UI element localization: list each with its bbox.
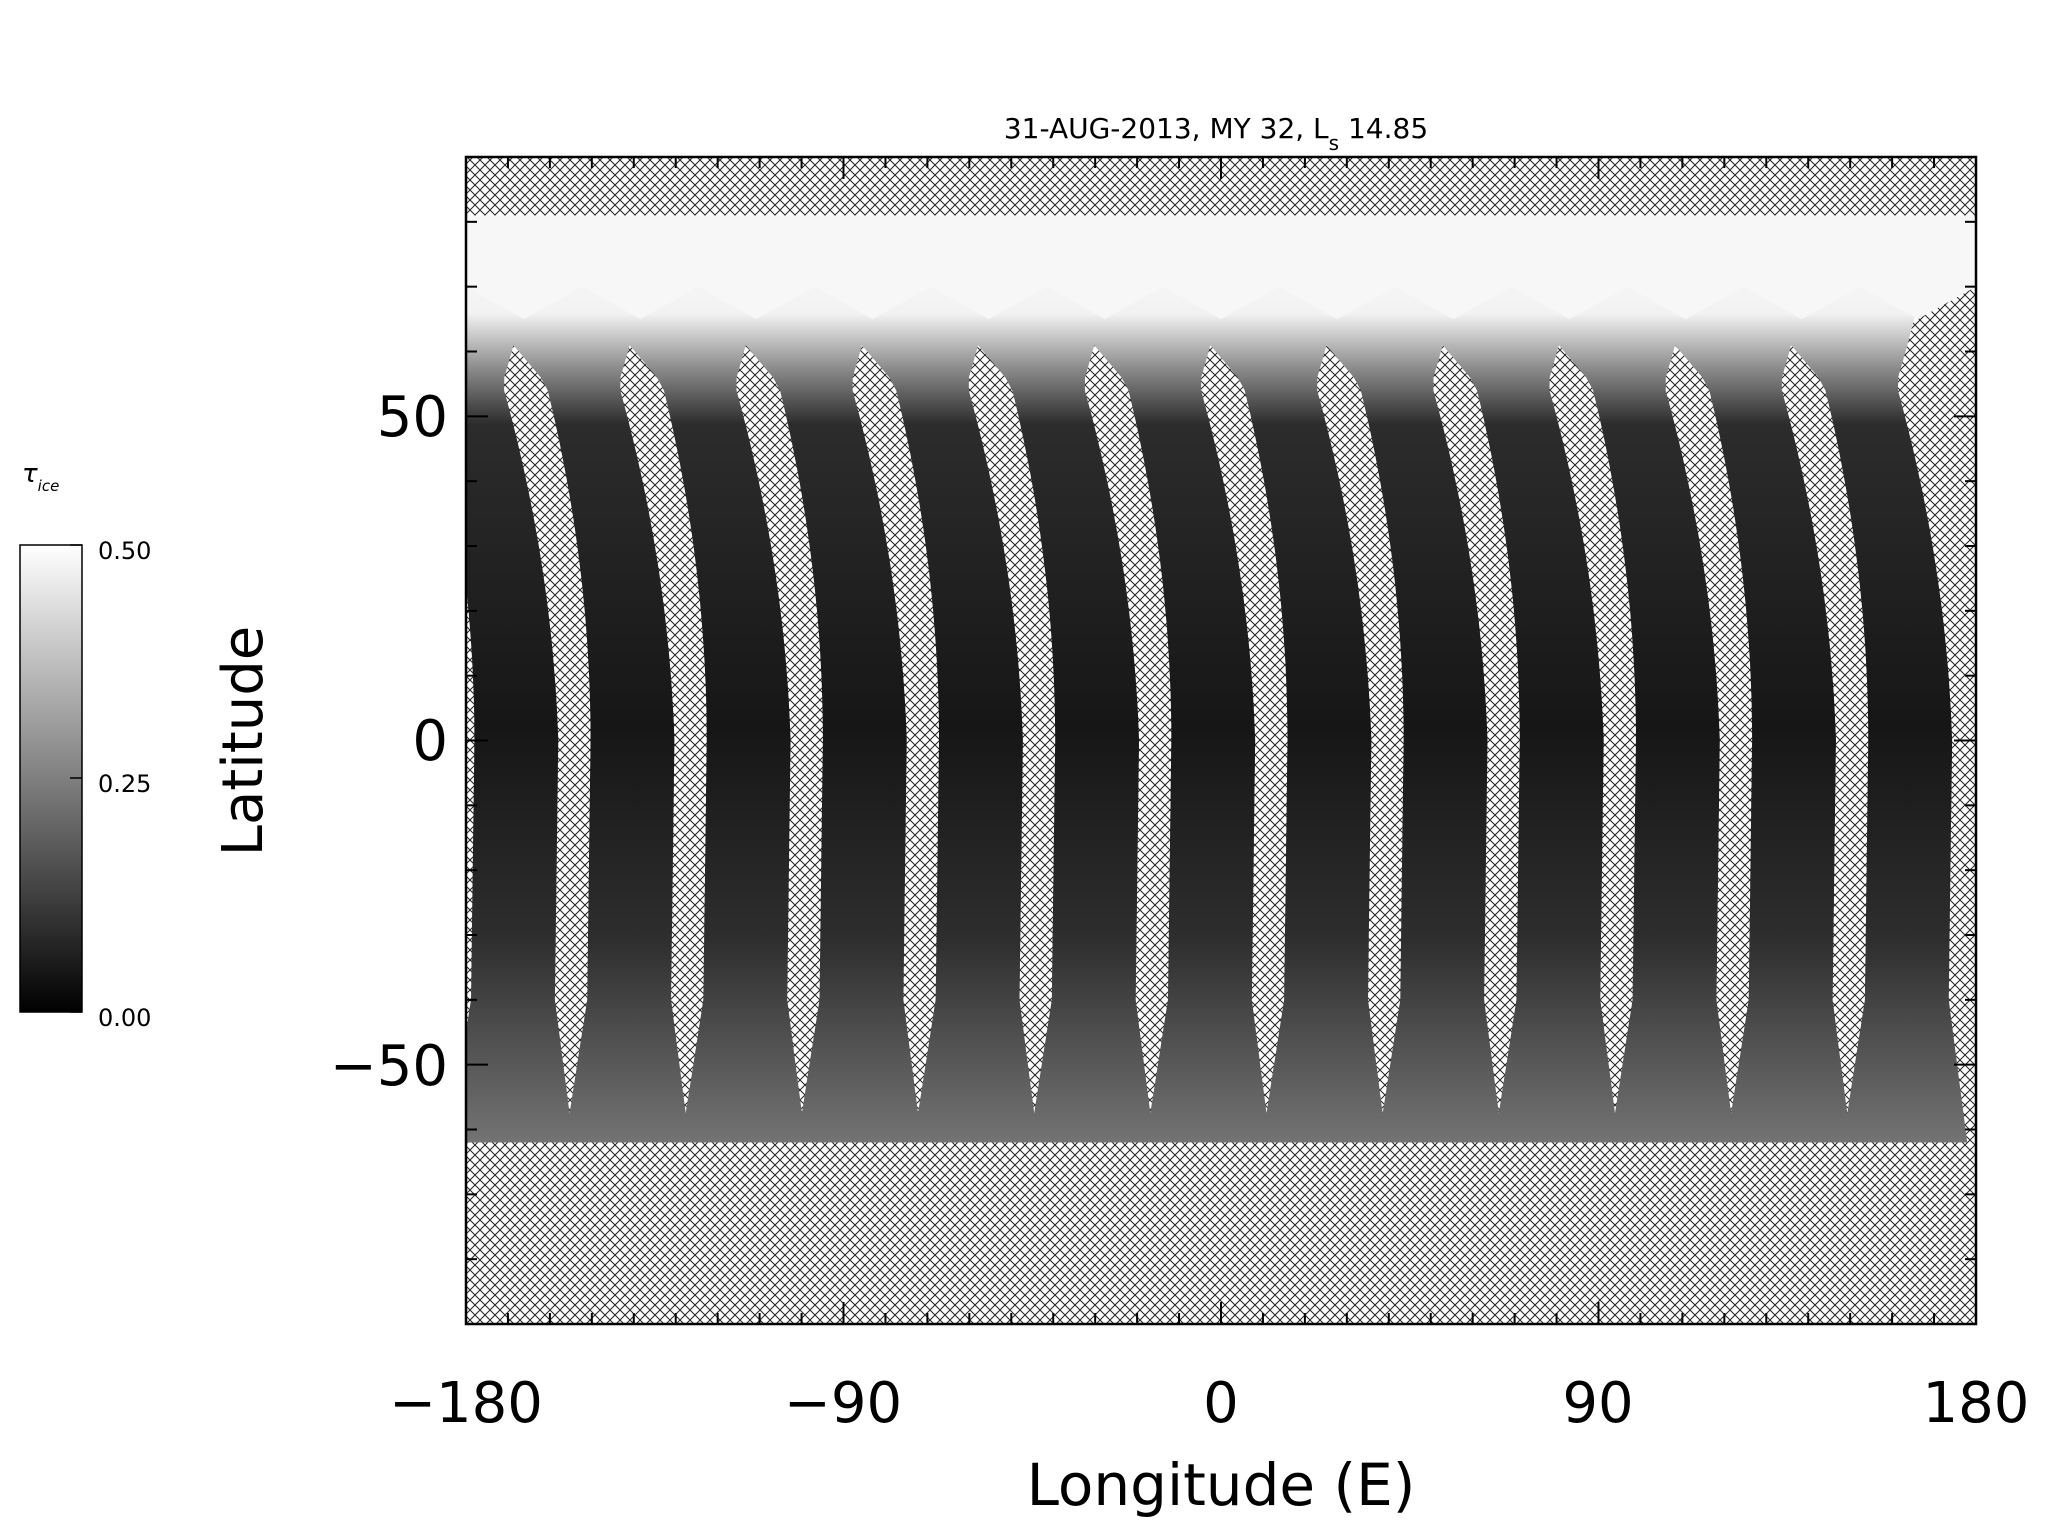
x-axis: −180 −90 0 90 180 xyxy=(389,1371,2029,1436)
observation-swaths xyxy=(466,221,1968,1143)
y-axis: −50 0 50 xyxy=(330,385,448,1099)
y-tick-label: 0 xyxy=(412,709,448,774)
chart-title-main: 31-AUG-2013, MY 32, L xyxy=(1004,112,1329,145)
chart-title-value: 14.85 xyxy=(1339,112,1428,145)
polar-cap-ice xyxy=(466,215,1976,320)
colorbar-label-symbol: τ xyxy=(22,459,38,489)
colorbar-label-subscript: ice xyxy=(38,477,60,495)
plot-area xyxy=(464,155,1978,1326)
swath-strip xyxy=(634,221,922,1143)
x-tick-label: −90 xyxy=(784,1371,902,1436)
colorbar-tick-label: 0.00 xyxy=(98,1004,151,1032)
polar-ice-band xyxy=(466,215,1976,320)
chart-title-subscript: s xyxy=(1329,131,1339,155)
colorbar-tick-label: 0.25 xyxy=(98,770,151,798)
chart-title: 31-AUG-2013, MY 32, Ls 14.85 xyxy=(1004,112,1428,155)
x-tick-label: 0 xyxy=(1203,1371,1239,1436)
y-tick-label: −50 xyxy=(330,1034,448,1099)
x-tick-label: −180 xyxy=(389,1371,543,1436)
swath-strip xyxy=(1447,221,1735,1143)
swath-strip xyxy=(466,221,690,1143)
minor-tick-marks xyxy=(465,156,1977,1325)
colorbar-label: τice xyxy=(22,459,59,495)
x-axis-label: Longitude (E) xyxy=(1027,1451,1416,1519)
swath-strip xyxy=(1099,221,1387,1143)
swath-strip xyxy=(1563,221,1852,1143)
colorbar-tick-label: 0.50 xyxy=(98,537,151,565)
swath-strip xyxy=(1331,221,1619,1143)
swath-strip xyxy=(866,221,1155,1143)
x-tick-label: 90 xyxy=(1562,1371,1633,1436)
x-tick-label: 180 xyxy=(1923,1371,2030,1436)
colorbar: τice 0.50 0.25 0.00 xyxy=(19,459,151,1032)
swath-strip xyxy=(518,221,806,1143)
swath-strip xyxy=(750,221,1038,1143)
swath-strip xyxy=(983,221,1271,1143)
swath-strip xyxy=(466,221,574,1143)
swath-strip xyxy=(1215,221,1503,1143)
y-tick-label: 50 xyxy=(377,385,448,450)
plot-frame xyxy=(464,155,1978,1326)
swath-strip xyxy=(1679,221,1968,1143)
y-axis-label: Latitude xyxy=(211,626,276,856)
